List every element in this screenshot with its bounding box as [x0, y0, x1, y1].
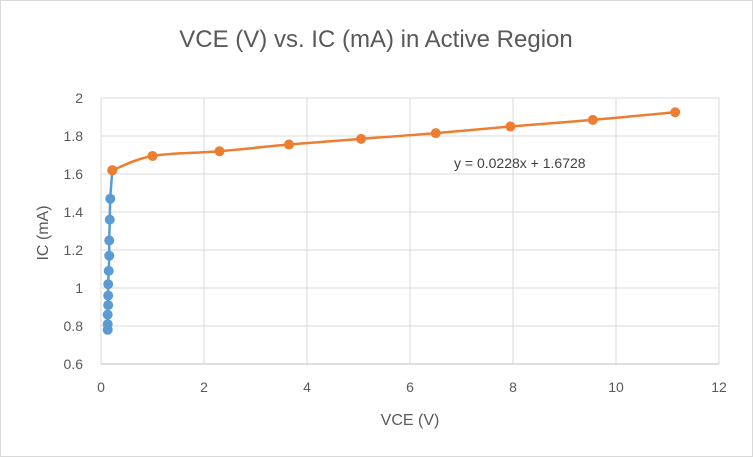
- series-2-point: [147, 150, 158, 161]
- y-axis-label: IC (mA): [35, 205, 52, 260]
- y-tick-label: 1.6: [64, 166, 84, 182]
- tick-labels: 0.6 0.8 1 1.2 1.4 1.6 1.8 2 0 2 4 6 8 10 12: [64, 90, 727, 395]
- series-2-point: [505, 121, 516, 132]
- series-2-point: [587, 114, 598, 125]
- x-tick-label: 10: [608, 379, 624, 395]
- y-tick-label: 1.8: [64, 128, 84, 144]
- y-tick-label: 1.2: [64, 242, 84, 258]
- y-tick-label: 0.6: [64, 356, 84, 372]
- y-tick-label: 2: [75, 90, 83, 106]
- series-1-point: [102, 319, 113, 330]
- series-1-point: [105, 193, 116, 204]
- axes: [100, 98, 719, 365]
- y-tick-label: 1: [75, 280, 83, 296]
- series-1-point: [102, 309, 113, 320]
- x-tick-label: 4: [303, 379, 311, 395]
- series-1-point: [103, 279, 114, 290]
- series-1-point: [104, 250, 115, 261]
- series: [102, 107, 681, 335]
- series-2-point: [430, 128, 441, 139]
- series-2-point: [214, 146, 225, 157]
- series-2-point: [670, 107, 681, 118]
- series-2-point: [283, 139, 294, 150]
- y-tick-label: 1.4: [64, 204, 84, 220]
- y-tick-label: 0.8: [64, 318, 84, 334]
- x-axis-label: VCE (V): [381, 412, 440, 429]
- series-1-point: [104, 235, 115, 246]
- series-1-point: [104, 214, 115, 225]
- x-tick-label: 0: [97, 379, 105, 395]
- x-tick-label: 2: [200, 379, 208, 395]
- gridlines: [101, 97, 720, 364]
- trendline-equation: y = 0.0228x + 1.6728: [454, 155, 586, 171]
- chart-title: VCE (V) vs. IC (mA) in Active Region: [179, 26, 572, 53]
- x-tick-label: 6: [406, 379, 414, 395]
- x-tick-label: 8: [509, 379, 517, 395]
- series-1-point: [103, 300, 114, 311]
- series-1-point: [103, 290, 114, 301]
- series-2-point: [356, 133, 367, 144]
- series-1-point: [103, 265, 114, 276]
- series-2-point: [107, 165, 118, 176]
- x-tick-label: 12: [711, 379, 727, 395]
